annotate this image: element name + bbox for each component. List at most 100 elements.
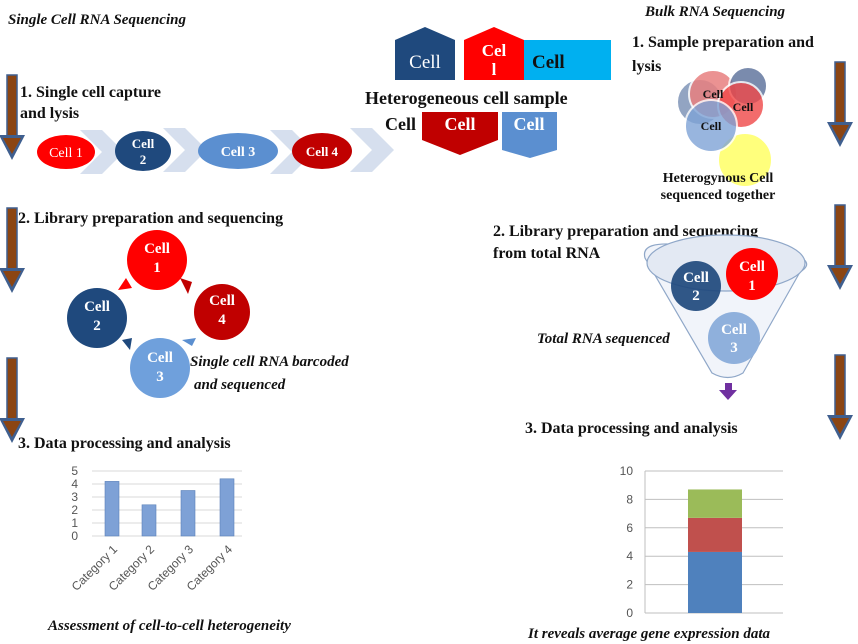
arrow-icon [118, 278, 132, 290]
capture-flow: Cell 1 Cell 2 Cell 3 Cell 4 [37, 128, 394, 174]
cell-2 [115, 131, 171, 171]
bar [141, 504, 157, 537]
sc-caption: Assessment of cell-to-cell heterogeneity [47, 618, 291, 634]
y-tick-label: 10 [620, 464, 634, 478]
bulk-step1-line2: lysis [632, 58, 661, 75]
cluster-note-line1: Heterogynous Cell [663, 171, 774, 186]
down-arrow-icon [826, 354, 854, 441]
cycle-cell-1 [127, 230, 187, 290]
arrow-icon [182, 338, 196, 346]
cell-label: Cel [482, 41, 507, 60]
y-tick-label: 0 [626, 606, 633, 620]
funnel: Cell 2 Cell 1 Cell 3 [643, 234, 808, 400]
y-tick-label: 2 [626, 578, 633, 592]
cycle-cell-2 [67, 288, 127, 348]
arrow-icon [122, 338, 132, 350]
down-arrow-icon [826, 204, 854, 291]
cluster-cell [684, 99, 738, 153]
stacked-bar-segment [688, 551, 742, 613]
bar [104, 481, 120, 537]
cell-label: Cell [683, 270, 709, 286]
bulk-step3: 3. Data processing and analysis [525, 420, 738, 437]
y-tick-label: 6 [626, 521, 633, 535]
cell-label: Cell [144, 241, 170, 257]
funnel-cell-1 [726, 248, 778, 300]
bar [180, 490, 196, 537]
cell-label: Cell [445, 114, 476, 134]
down-arrow-icon [826, 61, 854, 148]
cell-label: Cell [147, 350, 173, 366]
cell-label: 4 [218, 312, 226, 328]
y-tick-label: 2 [71, 503, 78, 517]
cell-shape [422, 112, 498, 155]
down-arrow-icon [719, 383, 737, 400]
cell-label: Cell [132, 136, 155, 151]
cell-label: Cell [733, 100, 754, 114]
cell-label: Cell [514, 114, 545, 134]
average-expression-chart: 0 2 4 6 8 10 [620, 464, 783, 620]
sc-step1-line2: and lysis [20, 105, 79, 122]
cell-4 [292, 133, 352, 169]
chevron-icon [350, 128, 394, 172]
cell-label: 2 [93, 318, 101, 334]
y-tick-label: 5 [71, 464, 78, 478]
cell-label: 1 [748, 278, 756, 294]
cluster-cell [717, 132, 773, 188]
bulk-caption: It reveals average gene expression data [527, 626, 771, 642]
y-tick-label: 4 [626, 549, 633, 563]
bulk-step2-line1: 2. Library preparation and sequencing [493, 223, 758, 240]
cell-label: Cell [701, 119, 722, 133]
barcode-cycle: Cell 1 Cell 4 Cell 3 Cell 2 [67, 230, 250, 398]
sc-step1-line1: 1. Single cell capture [20, 84, 161, 101]
cluster-note-line2: sequenced together [661, 188, 776, 203]
cell-label: Cell [703, 87, 724, 101]
single-cell-title: Single Cell RNA Sequencing [8, 12, 186, 28]
funnel-rim [646, 234, 806, 292]
cell-shape [395, 27, 455, 80]
sc-step2: 2. Library preparation and sequencing [18, 210, 283, 227]
arrow-icon [180, 278, 192, 294]
cell-1 [37, 135, 95, 169]
cell-shape [502, 112, 557, 158]
cell-label: Cell [84, 299, 110, 315]
cell-label: 2 [692, 288, 700, 304]
sc-step3: 3. Data processing and analysis [18, 435, 231, 452]
funnel-cell-2 [671, 261, 721, 311]
heterogeneous-sample: Cell Cel l Cell Heterogeneous cell sampl… [365, 27, 611, 158]
cell-label: 3 [156, 369, 164, 385]
cell-shape [524, 40, 611, 80]
bulk-title: Bulk RNA Sequencing [644, 4, 786, 20]
cell-label: Cell [532, 52, 565, 73]
funnel-cell-3 [708, 312, 760, 364]
cell-label: 3 [730, 340, 738, 356]
cell-label: Cell 1 [49, 146, 83, 161]
cell-label: Cell [209, 293, 235, 309]
cell-shape [464, 27, 524, 80]
cell-3 [198, 133, 278, 169]
y-tick-label: 1 [71, 516, 78, 530]
cell-label: Cell [409, 52, 441, 73]
cell-label: Cell [385, 114, 416, 134]
cell-label: Cell [721, 322, 747, 338]
y-tick-label: 3 [71, 490, 78, 504]
cell-label: Cell 4 [306, 144, 339, 159]
y-tick-label: 4 [71, 477, 78, 491]
y-tick-label: 0 [71, 529, 78, 543]
cell-label: Cell [739, 259, 765, 275]
stacked-bar-segment [688, 517, 742, 552]
y-tick-label: 8 [626, 492, 633, 506]
cell-label: 1 [153, 260, 161, 276]
sample-title: Heterogeneous cell sample [365, 88, 568, 108]
cell-cluster [676, 66, 773, 188]
funnel-note: Total RNA sequenced [537, 331, 670, 347]
down-arrow-icon [0, 357, 26, 444]
cell-label: l [492, 60, 497, 79]
cycle-cell-3 [130, 338, 190, 398]
bar [219, 478, 235, 537]
barcode-note-line2: and sequenced [194, 377, 286, 393]
cell-label: Cell 3 [221, 145, 256, 160]
bulk-step1-line1: 1. Sample preparation and [632, 34, 814, 51]
